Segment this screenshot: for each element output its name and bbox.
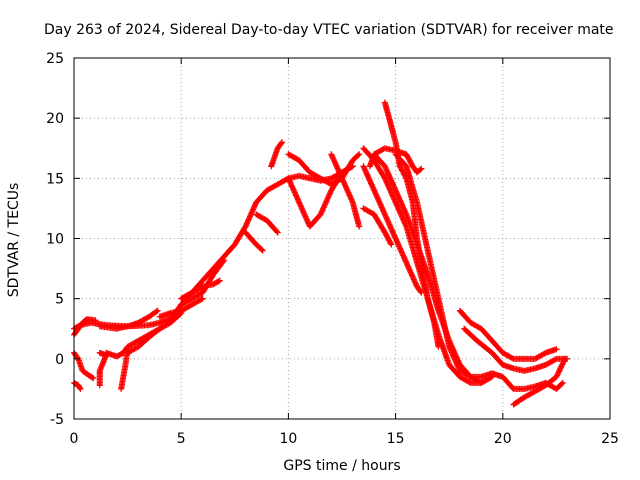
data-point [466, 379, 473, 386]
data-point [153, 308, 160, 315]
series-trace-25 [392, 151, 566, 392]
data-point [118, 385, 125, 392]
x-tick-label: 5 [177, 431, 186, 447]
y-axis-label: SDTVAR / TECUs [6, 183, 22, 298]
data-point [466, 373, 473, 380]
data-point [216, 277, 223, 284]
data-point [273, 228, 280, 235]
data-point [76, 384, 83, 391]
series-trace-1 [71, 163, 356, 332]
x-tick-label: 25 [601, 431, 619, 447]
chart-title: Day 263 of 2024, Sidereal Day-to-day VTE… [44, 22, 614, 38]
x-tick-label: 20 [494, 431, 512, 447]
series-trace-26 [456, 307, 560, 362]
data-point [348, 164, 355, 171]
series-trace-20 [366, 145, 425, 176]
series-trace-11 [96, 307, 161, 332]
data-point [558, 380, 565, 387]
data-point [541, 350, 548, 357]
series-trace-9 [178, 257, 228, 308]
axes: 0 5 10 15 20 25 -5 0 5 10 15 20 25 [46, 51, 619, 447]
y-tick-label: 15 [46, 171, 64, 187]
data-point [177, 311, 184, 318]
data-point [355, 152, 362, 159]
data-point [418, 165, 425, 172]
x-axis-label: GPS time / hours [283, 458, 400, 474]
y-tick-label: 20 [46, 111, 64, 127]
series-trace-7 [242, 229, 266, 254]
data-point [509, 355, 516, 362]
data-point [156, 325, 163, 332]
data-point [418, 289, 425, 296]
data-point [90, 375, 97, 382]
data-point [278, 140, 285, 147]
data-point [96, 382, 103, 389]
x-tick-label: 10 [279, 431, 297, 447]
series-trace-4 [285, 163, 356, 230]
data-point [274, 229, 281, 236]
series-trace-16 [71, 349, 97, 382]
data-point [220, 258, 227, 265]
data-point [92, 317, 99, 324]
data-point [259, 247, 266, 254]
data-point [349, 163, 356, 170]
y-tick-label: 25 [46, 51, 64, 67]
series-trace-10 [156, 295, 206, 320]
series-trace-24 [360, 205, 395, 248]
y-tick-label: 10 [46, 232, 64, 248]
x-tick-label: 15 [387, 431, 405, 447]
x-tick-label: 0 [70, 431, 79, 447]
data-point [561, 355, 568, 362]
series-trace-5 [328, 151, 363, 230]
series-trace-2 [268, 139, 285, 170]
series-trace-28 [510, 355, 568, 408]
data-point [356, 151, 363, 158]
data-point [388, 241, 395, 248]
series-trace-15 [118, 346, 131, 392]
data-point [198, 296, 205, 303]
data-point [552, 356, 559, 363]
data-point [553, 346, 560, 353]
data-point [77, 385, 84, 392]
series-trace-14 [96, 349, 110, 389]
data-point [199, 295, 206, 302]
data-point [221, 257, 228, 264]
data-point [155, 326, 162, 333]
data-point [387, 240, 394, 247]
data-point [356, 223, 363, 230]
data-point [215, 278, 222, 285]
series-trace-23 [360, 163, 425, 296]
data-point [278, 139, 285, 146]
data-points [71, 99, 571, 408]
series-trace-17 [71, 379, 84, 392]
data-point [154, 307, 161, 314]
series-trace-6 [253, 211, 281, 236]
data-point [417, 166, 424, 173]
series-trace-21 [360, 145, 485, 386]
data-point [559, 379, 566, 386]
data-point [178, 310, 185, 317]
y-tick-label: 0 [55, 352, 64, 368]
y-tick-label: 5 [55, 292, 64, 308]
data-point [258, 246, 265, 253]
grid [74, 58, 610, 419]
data-point [417, 288, 424, 295]
series-trace-18 [71, 316, 99, 338]
y-tick-label: -5 [50, 412, 64, 428]
